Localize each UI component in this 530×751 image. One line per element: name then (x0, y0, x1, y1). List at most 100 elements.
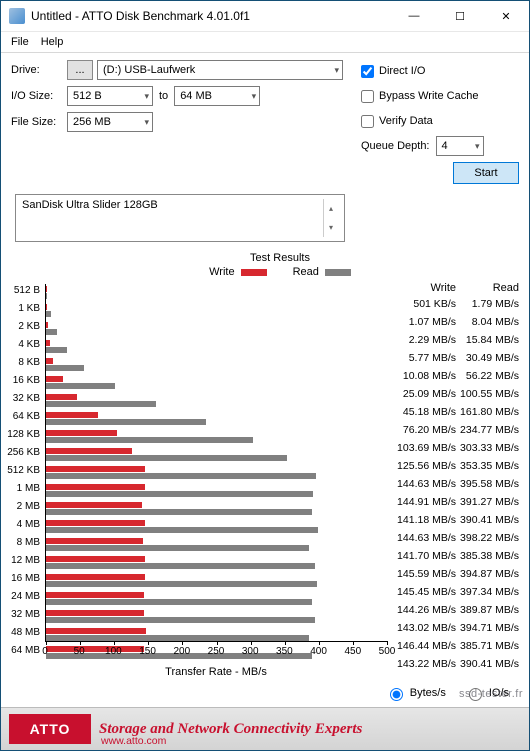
table-row: 146.44 MB/s385.71 MB/s (393, 637, 519, 655)
read-value: 389.87 MB/s (456, 601, 519, 619)
table-row: 144.63 MB/s398.22 MB/s (393, 529, 519, 547)
bar-row (46, 428, 387, 446)
write-value: 141.18 MB/s (393, 511, 456, 529)
y-tick-label: 48 MB (5, 624, 43, 642)
iosize-to-select[interactable]: 64 MB▾ (174, 86, 260, 106)
iosize-from-select[interactable]: 512 B▾ (67, 86, 153, 106)
read-value: 397.34 MB/s (456, 583, 519, 601)
bypass-cache-checkbox[interactable]: Bypass Write Cache (361, 86, 519, 106)
x-tick-label: 500 (379, 646, 396, 657)
read-bar (46, 599, 312, 605)
write-bar (46, 412, 98, 418)
write-bar (46, 322, 48, 328)
start-button[interactable]: Start (453, 162, 519, 184)
footer-url: www.atto.com (101, 735, 166, 747)
write-value: 143.02 MB/s (393, 619, 456, 637)
filesize-select[interactable]: 256 MB▾ (67, 112, 153, 132)
y-tick-label: 2 MB (5, 498, 43, 516)
write-bar (46, 610, 144, 616)
write-value: 144.26 MB/s (393, 601, 456, 619)
titlebar[interactable]: Untitled - ATTO Disk Benchmark 4.01.0f1 … (1, 1, 529, 32)
read-bar (46, 293, 47, 299)
direct-io-checkbox[interactable]: Direct I/O (361, 61, 519, 81)
read-bar (46, 365, 84, 371)
table-row: 501 KB/s1.79 MB/s (393, 295, 519, 313)
read-bar (46, 437, 253, 443)
units-bytes-radio[interactable]: Bytes/s (385, 685, 446, 701)
write-bar (46, 556, 145, 562)
read-bar (46, 329, 57, 335)
y-tick-label: 12 MB (5, 552, 43, 570)
maximize-button[interactable]: ☐ (437, 1, 483, 31)
bar-row (46, 338, 387, 356)
write-value: 125.56 MB/s (393, 457, 456, 475)
table-row: 5.77 MB/s30.49 MB/s (393, 349, 519, 367)
read-bar (46, 473, 316, 479)
y-tick-label: 16 KB (5, 372, 43, 390)
read-value: 8.04 MB/s (456, 313, 519, 331)
bar-row (46, 536, 387, 554)
atto-logo: ATTO (9, 714, 91, 744)
read-value: 30.49 MB/s (456, 349, 519, 367)
bar-row (46, 356, 387, 374)
bar-row (46, 590, 387, 608)
y-tick-label: 64 KB (5, 408, 43, 426)
verify-data-checkbox[interactable]: Verify Data (361, 111, 519, 131)
spin-down-icon[interactable]: ▾ (323, 218, 338, 237)
queue-depth-select[interactable]: 4▾ (436, 136, 484, 156)
device-textbox[interactable]: SanDisk Ultra Slider 128GB ▴▾ (15, 194, 345, 242)
spin-up-icon[interactable]: ▴ (323, 199, 338, 218)
legend-read-label: Read (293, 266, 319, 278)
write-value: 10.08 MB/s (393, 367, 456, 385)
read-value: 390.41 MB/s (456, 511, 519, 529)
write-value: 144.91 MB/s (393, 493, 456, 511)
y-tick-label: 8 MB (5, 534, 43, 552)
app-icon (9, 8, 25, 24)
y-tick-label: 512 B (5, 282, 43, 300)
table-row: 141.70 MB/s385.38 MB/s (393, 547, 519, 565)
bar-row (46, 518, 387, 536)
table-row: 144.63 MB/s395.58 MB/s (393, 475, 519, 493)
chevron-down-icon: ▾ (475, 141, 480, 152)
table-row: 143.22 MB/s390.41 MB/s (393, 655, 519, 673)
watermark: ssd-tester.fr (453, 686, 529, 702)
minimize-button[interactable]: — (391, 1, 437, 31)
bar-row (46, 572, 387, 590)
write-value: 103.69 MB/s (393, 439, 456, 457)
chart: 512 B1 KB2 KB4 KB8 KB16 KB32 KB64 KB128 … (5, 282, 387, 682)
spinner[interactable]: ▴▾ (323, 199, 338, 237)
read-bar (46, 527, 318, 533)
y-tick-label: 256 KB (5, 444, 43, 462)
bar-row (46, 302, 387, 320)
menu-help[interactable]: Help (35, 34, 70, 50)
table-row: 1.07 MB/s8.04 MB/s (393, 313, 519, 331)
read-value: 1.79 MB/s (456, 295, 519, 313)
table-row: 145.59 MB/s394.87 MB/s (393, 565, 519, 583)
bar-row (46, 554, 387, 572)
table-row: 103.69 MB/s303.33 MB/s (393, 439, 519, 457)
close-button[interactable]: ✕ (483, 1, 529, 31)
chevron-down-icon: ▾ (144, 91, 149, 102)
write-value: 141.70 MB/s (393, 547, 456, 565)
table-row: 45.18 MB/s161.80 MB/s (393, 403, 519, 421)
y-tick-label: 8 KB (5, 354, 43, 372)
legend-write-label: Write (209, 266, 234, 278)
col-write: Write (393, 282, 456, 294)
read-value: 394.87 MB/s (456, 565, 519, 583)
read-value: 234.77 MB/s (456, 421, 519, 439)
bar-row (46, 320, 387, 338)
chevron-down-icon: ▾ (252, 91, 257, 102)
drive-select[interactable]: (D:) USB-Laufwerk▾ (97, 60, 343, 80)
drive-browse-button[interactable]: ... (67, 60, 93, 80)
menu-file[interactable]: File (5, 34, 35, 50)
col-read: Read (456, 282, 519, 294)
write-bar (46, 466, 145, 472)
x-tick-label: 450 (344, 646, 361, 657)
write-bar (46, 592, 144, 598)
to-label: to (159, 90, 168, 102)
y-tick-label: 1 MB (5, 480, 43, 498)
table-row: 145.45 MB/s397.34 MB/s (393, 583, 519, 601)
read-bar (46, 491, 313, 497)
y-tick-label: 32 KB (5, 390, 43, 408)
table-row: 10.08 MB/s56.22 MB/s (393, 367, 519, 385)
